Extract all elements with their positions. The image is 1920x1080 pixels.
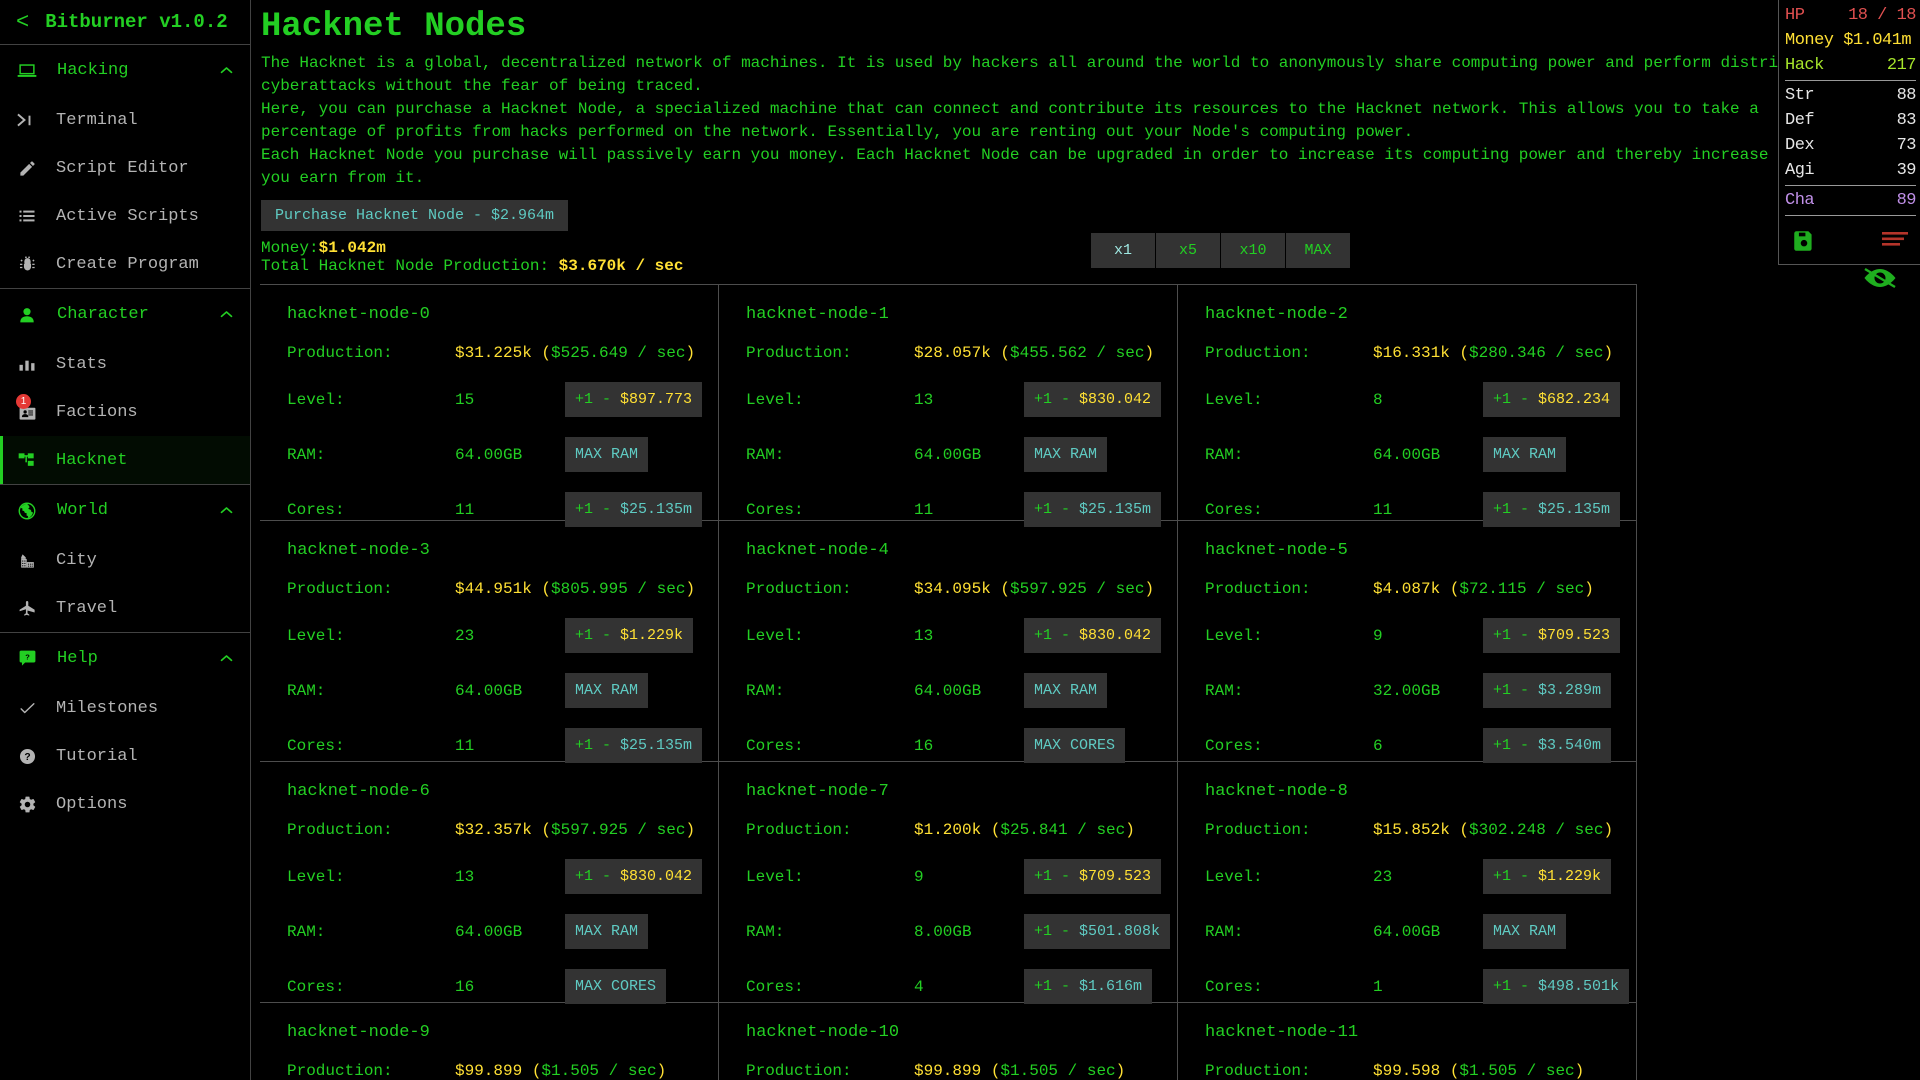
svg-text:?: ? xyxy=(25,653,30,662)
svg-text:?: ? xyxy=(24,752,30,763)
